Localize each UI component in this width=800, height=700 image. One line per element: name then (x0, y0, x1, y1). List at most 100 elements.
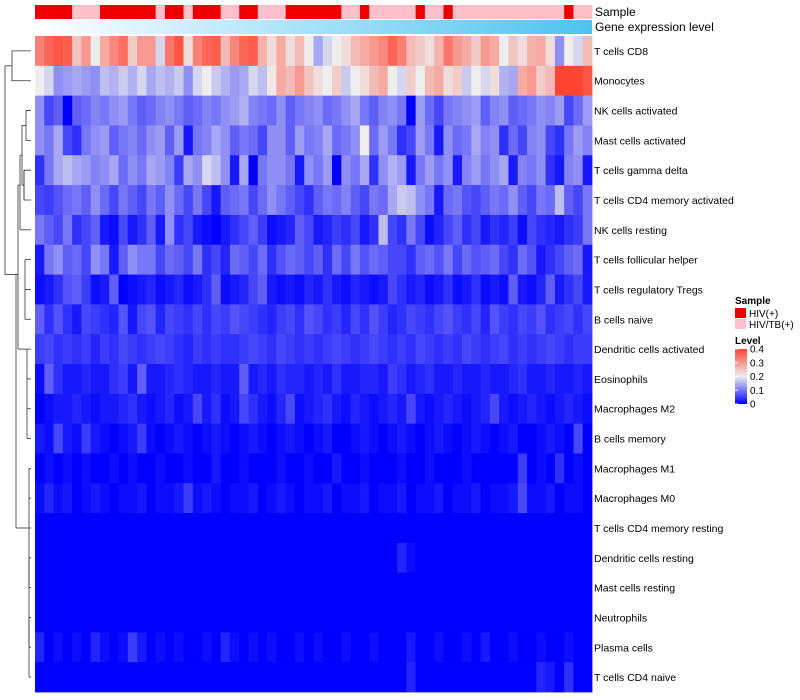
sample-annotation-cell (146, 5, 157, 19)
heatmap-cell (564, 364, 574, 395)
heatmap-cell (44, 364, 54, 395)
heatmap-cell (471, 453, 481, 484)
heatmap-cell (248, 393, 259, 425)
heatmap-cell (517, 572, 528, 603)
heatmap-cell (62, 542, 73, 574)
heatmap-cell (285, 274, 296, 305)
heatmap-cell (44, 304, 54, 335)
heatmap-cell (545, 542, 556, 574)
heatmap-cell (332, 423, 342, 454)
heatmap-cell (341, 662, 352, 693)
heatmap-cell (508, 334, 519, 365)
heatmap-cell (99, 185, 110, 216)
heatmap-cell (53, 602, 64, 633)
heatmap-cell (211, 274, 222, 305)
heatmap-cell (517, 423, 528, 454)
heatmap-cell (127, 423, 138, 454)
heatmap-cell (517, 244, 528, 275)
heatmap-cell (248, 542, 259, 574)
heatmap-cell (146, 483, 157, 514)
heatmap-cell (164, 214, 175, 246)
heatmap-cell (99, 334, 110, 365)
row-label: T cells CD4 memory activated (594, 195, 734, 207)
heatmap-cell (99, 36, 110, 67)
heatmap-cell (248, 453, 259, 484)
heatmap-cell (397, 483, 407, 514)
heatmap-cell (257, 632, 268, 663)
heatmap-cell (332, 274, 342, 305)
sample-annotation-cell (248, 5, 259, 19)
heatmap-cell (489, 513, 500, 544)
heatmap-cell (257, 125, 268, 156)
heatmap-cell (81, 423, 92, 454)
heatmap-cell (499, 125, 509, 156)
heatmap-cell (359, 364, 370, 395)
heatmap-cell (99, 662, 110, 693)
heatmap-cell (350, 274, 361, 305)
heatmap-cell (387, 453, 398, 484)
heatmap-cell (536, 214, 546, 246)
heatmap-cell (536, 453, 546, 484)
heatmap-cell (164, 572, 175, 603)
heatmap-cell (229, 244, 240, 275)
heatmap-cell (397, 632, 407, 663)
heatmap-cell (146, 155, 157, 186)
heatmap-cell (378, 185, 389, 216)
heatmap-cell (341, 304, 352, 335)
heatmap-cell (109, 334, 119, 365)
heatmap-cell (285, 662, 296, 693)
heatmap-cell (387, 274, 398, 305)
heatmap-cell (554, 602, 565, 633)
heatmap-cell (499, 542, 509, 574)
heatmap-cell (35, 304, 45, 335)
heatmap-cell (90, 572, 101, 603)
heatmap-cell (480, 542, 491, 574)
heatmap-cell (359, 304, 370, 335)
heatmap-cell (415, 662, 426, 693)
heatmap-cell (72, 36, 82, 67)
heatmap-cell (527, 602, 537, 633)
legend-level-title: Level (735, 336, 761, 347)
heatmap-cell (192, 65, 203, 97)
heatmap-cell (443, 513, 454, 544)
heatmap-cell (452, 542, 463, 574)
heatmap-cell (137, 274, 147, 305)
heatmap-cell (53, 95, 64, 126)
heatmap-cell (462, 155, 472, 186)
heatmap-cell (229, 513, 240, 544)
heatmap-cell (508, 572, 519, 603)
heatmap-cell (155, 423, 166, 454)
heatmap-cell (118, 214, 129, 246)
heatmap-cell (462, 453, 472, 484)
heatmap-cell (174, 572, 184, 603)
heatmap-cell (164, 334, 175, 365)
heatmap-cell (480, 185, 491, 216)
level-tick-label: 0.4 (750, 345, 764, 356)
heatmap-cell (564, 185, 574, 216)
heatmap-cell (137, 125, 147, 156)
heatmap-cell (332, 185, 342, 216)
heatmap-cell (99, 155, 110, 186)
heatmap-cell (127, 274, 138, 305)
heatmap-cell (378, 155, 389, 186)
sample-annotation-cell (332, 5, 342, 19)
heatmap-cell (62, 244, 73, 275)
heatmap-cell (536, 483, 546, 514)
heatmap-cell (517, 125, 528, 156)
heatmap-cell (202, 214, 212, 246)
heatmap-cell (183, 602, 194, 633)
heatmap-cell (72, 662, 82, 693)
heatmap-cell (118, 423, 129, 454)
heatmap-cell (359, 632, 370, 663)
heatmap-cell (155, 95, 166, 126)
heatmap-cell (387, 364, 398, 395)
heatmap-cell (415, 244, 426, 275)
heatmap-cell (137, 423, 147, 454)
heatmap-cell (248, 602, 259, 633)
heatmap-cell (81, 244, 92, 275)
heatmap-cell (99, 572, 110, 603)
heatmap-cell (285, 155, 296, 186)
heatmap-cell (164, 662, 175, 693)
sample-annotation-cell (109, 5, 119, 19)
heatmap-cell (350, 65, 361, 97)
